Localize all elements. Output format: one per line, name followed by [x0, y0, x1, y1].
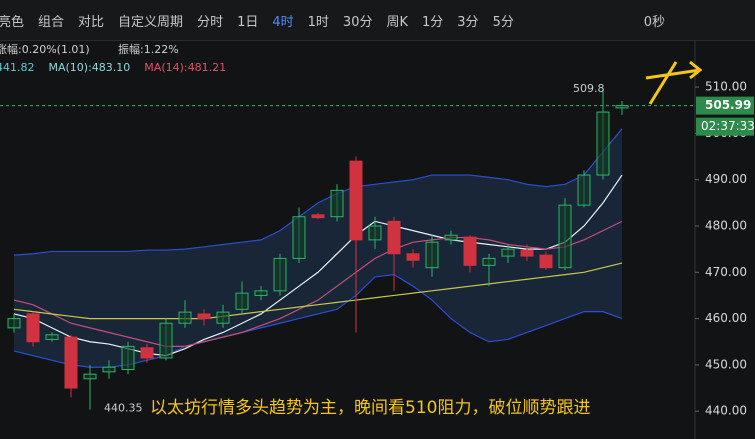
candle-body	[292, 216, 306, 259]
low-label: 440.35	[104, 402, 143, 415]
timer[interactable]: 0秒	[643, 14, 665, 30]
toolbar-item[interactable]: 5分	[492, 14, 514, 30]
toolbar-item[interactable]: 30分	[342, 14, 373, 30]
candle-body	[64, 336, 78, 389]
toolbar: 亮色 组合 对比 自定义周期 分时 1日 4时 1时 30分 周K 1分 3分 5分 0秒	[0, 0, 755, 41]
candle-body	[406, 253, 420, 261]
annotation: 以太坊行情多头趋势为主，晚间看510阻力，破位顺势跟进	[150, 398, 590, 418]
candle-body	[615, 105, 629, 109]
candle-body	[539, 254, 553, 269]
indicator-line	[13, 174, 623, 357]
y-tick-label: 490.00	[705, 172, 747, 186]
indicator-line	[13, 273, 623, 368]
change: 涨幅:0.20%(1.01)	[0, 43, 90, 56]
candle-body	[330, 189, 344, 218]
toolbar-item[interactable]: 对比	[78, 14, 105, 30]
y-tick-label: 440.00	[705, 404, 747, 418]
indicator-line	[13, 220, 623, 347]
high-label: 509.8	[573, 82, 605, 95]
toolbar-item[interactable]: 1日	[237, 14, 259, 30]
toolbar-item[interactable]: 自定义周期	[118, 14, 184, 30]
countdown: 02:37:33	[701, 119, 755, 133]
candle-body	[349, 160, 363, 241]
toolbar-item[interactable]: 分时	[197, 14, 224, 30]
candle-body	[254, 290, 268, 296]
candle-body	[444, 234, 458, 241]
toolbar-item[interactable]: 1分	[422, 14, 444, 30]
candle-body	[558, 204, 572, 269]
legend-entry: MA(14):481.21	[144, 61, 226, 74]
candle-body	[463, 236, 477, 266]
toolbar-item[interactable]: 3分	[457, 14, 479, 30]
last-price-label: 505.99	[705, 98, 751, 112]
candle-body	[178, 311, 192, 324]
toolbar-item[interactable]: 周K	[386, 14, 408, 30]
y-tick-label: 460.00	[705, 311, 747, 325]
y-tick-label: 470.00	[705, 265, 747, 279]
candle-body	[121, 345, 135, 371]
candle-body	[520, 249, 534, 257]
countdown-box	[696, 117, 754, 136]
toolbar-item[interactable]: 1时	[307, 14, 329, 30]
indicator-line	[13, 262, 623, 320]
candle-body	[311, 214, 325, 219]
candle-body	[197, 313, 211, 320]
candle-body	[368, 225, 382, 241]
candle-body	[102, 366, 116, 373]
candle-body	[83, 373, 97, 380]
indicator-line	[13, 128, 623, 256]
candle-body	[425, 241, 439, 269]
candle-body	[577, 174, 591, 206]
candle-body	[482, 257, 496, 266]
candle-body	[140, 347, 154, 359]
candle-body	[273, 257, 287, 292]
y-tick-label: 480.00	[705, 218, 747, 232]
y-tick-label: 450.00	[705, 357, 747, 371]
legend-entry: MA(10):483.10	[49, 61, 131, 74]
candle-body	[387, 220, 401, 255]
toolbar-item[interactable]: 4时	[272, 14, 294, 30]
toolbar-item[interactable]: 亮色	[0, 14, 25, 30]
toolbar-item[interactable]: 组合	[38, 14, 65, 30]
candle-body	[235, 292, 249, 310]
y-tick-label: 510.00	[705, 80, 747, 94]
candle-body	[216, 311, 230, 324]
legend-entry: 441.82	[0, 61, 35, 74]
candle-body	[596, 111, 610, 176]
amplitude: 振幅:1.22%	[118, 42, 179, 56]
candle-body	[45, 334, 59, 340]
candle-body	[26, 313, 40, 343]
candle-body	[7, 318, 21, 329]
price-box	[696, 96, 754, 115]
candle-body	[159, 322, 173, 359]
band-fill	[14, 128, 622, 368]
arrow-annotation	[645, 60, 703, 105]
candle-body	[501, 248, 515, 257]
